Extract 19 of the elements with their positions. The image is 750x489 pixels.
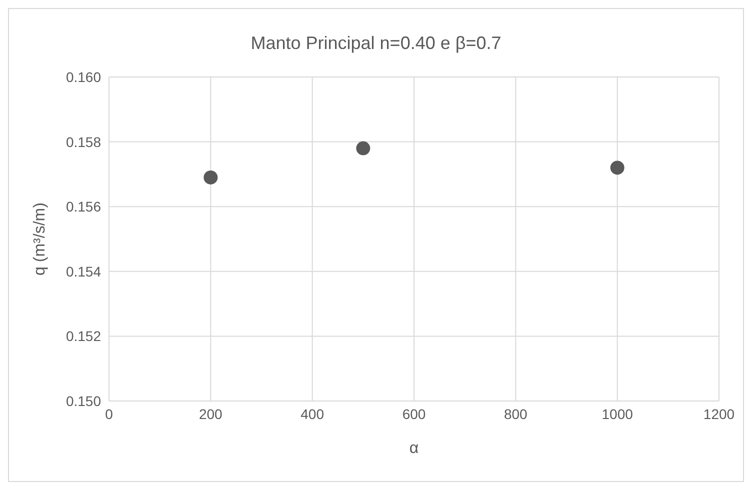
point bbox=[356, 141, 370, 156]
x-tick-label: 1200 bbox=[703, 406, 735, 422]
y-tick-label: 0.158 bbox=[66, 134, 102, 150]
x-tick-label: 0 bbox=[105, 406, 114, 422]
x-tick-label: 400 bbox=[300, 406, 324, 422]
y-tick-label: 0.160 bbox=[66, 68, 102, 85]
point bbox=[204, 170, 218, 184]
y-tick-label: 0.150 bbox=[66, 392, 102, 409]
x-tick-label: 200 bbox=[198, 406, 223, 422]
y-tick-label: 0.156 bbox=[66, 198, 102, 215]
y-axis-title: q (m³/s/m) bbox=[32, 202, 49, 276]
chart-title: Manto Principal n=0.40 e β=0.7 bbox=[250, 32, 502, 55]
y-tick-label: 0.152 bbox=[66, 328, 102, 344]
x-tick-label: 800 bbox=[504, 406, 528, 422]
x-axis-title: α bbox=[409, 440, 419, 457]
x-tick-label: 1000 bbox=[602, 406, 634, 422]
y-tick-label: 0.154 bbox=[66, 263, 102, 280]
x-tick-label: 600 bbox=[402, 406, 426, 422]
point bbox=[610, 160, 624, 175]
